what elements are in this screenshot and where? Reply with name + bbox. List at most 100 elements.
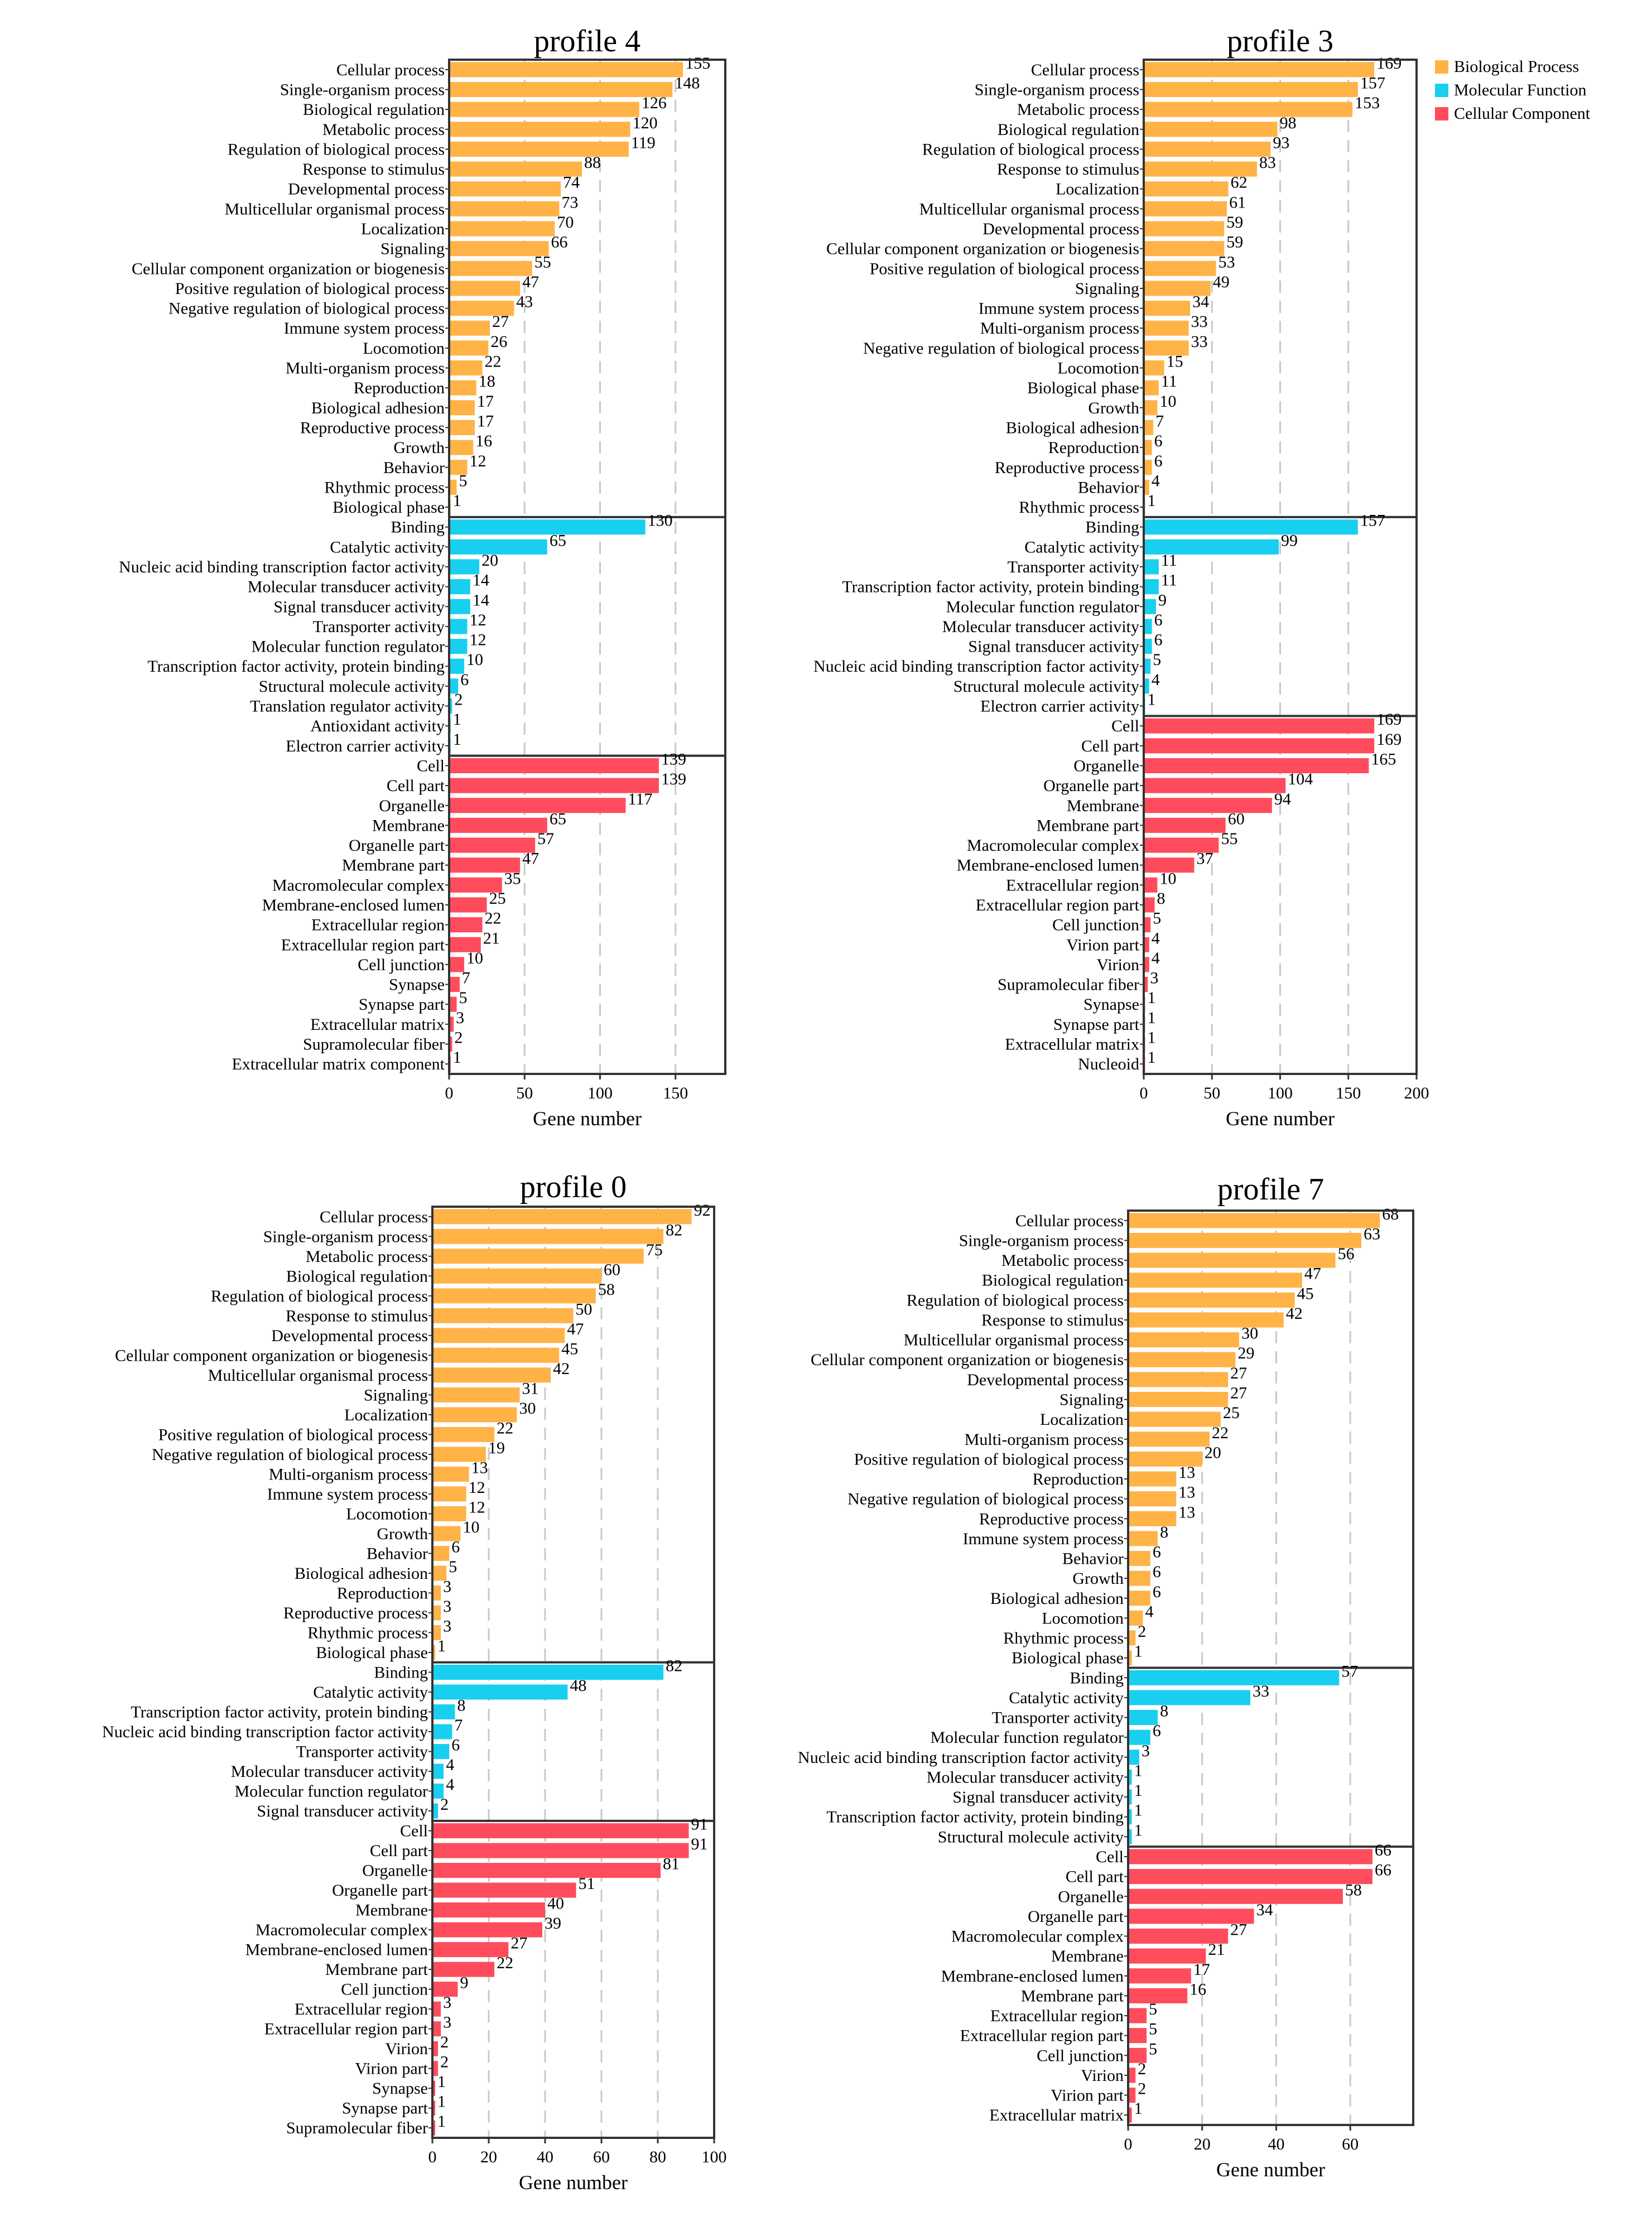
data-label: 1 <box>1147 1029 1155 1047</box>
data-label: 29 <box>1237 1344 1254 1362</box>
category-label: Extracellular region part <box>976 896 1140 914</box>
bar <box>449 161 582 177</box>
x-tick-label: 0 <box>445 1084 454 1102</box>
data-label: 8 <box>1157 889 1165 908</box>
category-label: Extracellular region part <box>264 2020 428 2039</box>
data-label: 169 <box>1376 54 1401 73</box>
data-label: 7 <box>462 969 470 987</box>
data-label: 6 <box>1154 452 1163 470</box>
category-label: Locomotion <box>363 339 445 358</box>
bar <box>432 1942 509 1958</box>
bar <box>1144 141 1271 157</box>
bar <box>1144 241 1225 257</box>
data-label: 21 <box>1208 1940 1225 1959</box>
category-label: Virion part <box>1051 2086 1124 2105</box>
category-label: Macromolecular complex <box>256 1921 428 1939</box>
bar <box>432 2100 436 2116</box>
data-label: 1 <box>1134 1821 1143 1839</box>
bar <box>432 1625 441 1640</box>
data-label: 7 <box>1155 412 1164 430</box>
data-label: 42 <box>553 1360 570 1378</box>
data-label: 4 <box>1152 471 1160 490</box>
bar <box>449 599 470 614</box>
category-label: Organelle <box>1058 1887 1124 1906</box>
x-tick-label: 100 <box>702 2148 727 2166</box>
bar <box>1144 937 1149 952</box>
category-label: Biological adhesion <box>295 1564 428 1583</box>
bar <box>449 539 547 555</box>
category-label: Transporter activity <box>992 1709 1124 1727</box>
bar <box>1128 2047 1147 2063</box>
category-label: Virion part <box>1066 936 1139 954</box>
data-label: 22 <box>497 1419 513 1437</box>
bar <box>449 619 468 634</box>
category-label: Multi-organism process <box>965 1430 1124 1449</box>
bar <box>449 460 468 475</box>
bar <box>449 837 536 853</box>
data-label: 5 <box>449 1558 457 1576</box>
data-label: 51 <box>579 1874 595 1893</box>
category-label: Macromolecular complex <box>272 876 445 894</box>
category-label: Immune system process <box>963 1530 1124 1548</box>
chart-title: profile 0 <box>520 1170 627 1204</box>
data-label: 73 <box>561 193 578 211</box>
data-label: 66 <box>1375 1841 1391 1859</box>
data-label: 27 <box>1230 1384 1247 1402</box>
data-label: 12 <box>469 1478 485 1497</box>
bar <box>1128 1312 1284 1328</box>
bar <box>1128 1292 1295 1308</box>
series-molecular-function: 130 Binding 65 Catalytic activity 20 Nucleic … <box>119 512 673 755</box>
bar <box>1144 281 1211 296</box>
bar <box>432 1982 458 1997</box>
bar <box>1128 2107 1132 2123</box>
bar <box>449 857 521 873</box>
bar <box>432 1665 664 1680</box>
bar <box>1144 380 1159 396</box>
category-label: Response to stimulus <box>981 1311 1124 1329</box>
category-label: Immune system process <box>267 1485 428 1503</box>
category-label: Cellular component organization or bioge… <box>811 1351 1124 1369</box>
bar <box>449 877 502 893</box>
bar <box>1128 1869 1372 1885</box>
data-label: 45 <box>561 1339 578 1358</box>
data-label: 48 <box>570 1676 586 1695</box>
category-label: Molecular function regulator <box>251 638 445 656</box>
category-label: Membrane <box>1051 1947 1124 1965</box>
category-label: Supramolecular fiber <box>998 976 1139 994</box>
data-label: 14 <box>473 571 489 590</box>
data-label: 59 <box>1226 233 1243 252</box>
data-label: 22 <box>485 353 502 371</box>
category-label: Molecular transducer activity <box>248 578 445 596</box>
data-label: 153 <box>1355 94 1380 112</box>
data-label: 9 <box>1158 591 1167 609</box>
category-label: Behavior <box>367 1544 428 1563</box>
category-label: Extracellular region <box>311 916 445 934</box>
x-tick-label: 0 <box>428 2148 437 2166</box>
category-label: Signaling <box>381 240 445 258</box>
data-label: 47 <box>522 273 539 291</box>
chart-title: profile 7 <box>1217 1172 1324 1207</box>
category-label: Growth <box>393 438 445 457</box>
bar <box>432 1228 664 1244</box>
category-label: Cellular component organization or bioge… <box>115 1346 428 1365</box>
bar <box>449 400 475 416</box>
category-label: Nucleic acid binding transcription facto… <box>119 558 445 576</box>
data-label: 12 <box>469 631 486 649</box>
category-label: Reproduction <box>354 379 445 397</box>
data-label: 8 <box>457 1697 465 1715</box>
category-label: Binding <box>391 518 445 537</box>
data-label: 47 <box>1304 1265 1321 1283</box>
data-label: 13 <box>1178 1503 1195 1521</box>
bar <box>449 698 452 714</box>
bar <box>1144 738 1375 754</box>
bar <box>1128 1610 1143 1626</box>
x-tick-label: 150 <box>1336 1084 1361 1102</box>
bar <box>1128 1273 1302 1288</box>
category-label: Single-organism process <box>263 1227 428 1246</box>
category-label: Transcription factor activity, protein b… <box>826 1808 1124 1827</box>
data-label: 3 <box>443 1597 451 1616</box>
category-label: Membrane-enclosed lumen <box>941 1967 1124 1986</box>
data-label: 6 <box>1153 1583 1161 1601</box>
category-label: Negative regulation of biological proces… <box>152 1445 428 1464</box>
